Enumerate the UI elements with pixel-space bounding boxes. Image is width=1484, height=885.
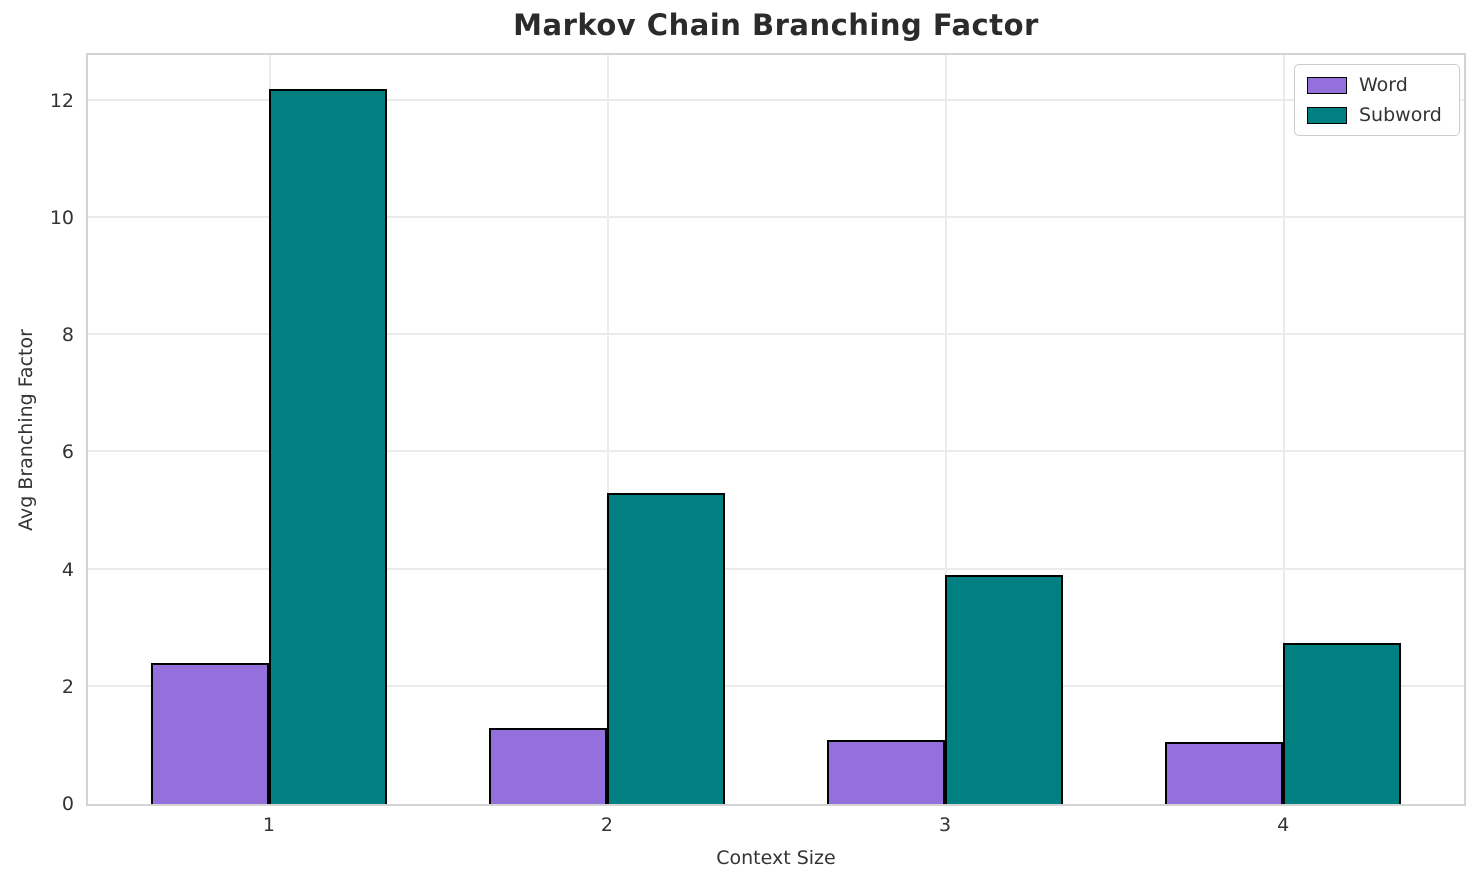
y-tick-label: 0 bbox=[61, 793, 74, 815]
gridline-vertical bbox=[1283, 55, 1286, 804]
bar-subword-3 bbox=[945, 575, 1064, 804]
legend-swatch-word bbox=[1307, 76, 1347, 94]
gridline-vertical bbox=[606, 55, 609, 804]
legend-label: Word bbox=[1359, 74, 1408, 96]
gridline-horizontal bbox=[88, 215, 1464, 218]
legend-item-word: Word bbox=[1307, 74, 1447, 96]
chart-title: Markov Chain Branching Factor bbox=[513, 8, 1039, 42]
gridline-horizontal bbox=[88, 333, 1464, 336]
gridline-vertical bbox=[945, 55, 948, 804]
y-tick-label: 6 bbox=[61, 441, 74, 464]
y-tick-label: 10 bbox=[49, 206, 74, 229]
plot-area bbox=[86, 53, 1466, 806]
legend-item-subword: Subword bbox=[1307, 104, 1447, 126]
legend: Word Subword bbox=[1294, 64, 1460, 136]
gridline-horizontal bbox=[88, 567, 1464, 570]
x-tick-label: 2 bbox=[600, 814, 613, 836]
bar-word-2 bbox=[488, 728, 607, 804]
legend-label: Subword bbox=[1359, 104, 1442, 126]
bar-subword-4 bbox=[1283, 643, 1402, 804]
x-tick-label: 1 bbox=[262, 814, 275, 836]
bar-subword-1 bbox=[268, 89, 387, 804]
bar-subword-2 bbox=[606, 493, 725, 804]
x-tick-label: 4 bbox=[1277, 814, 1290, 836]
bar-word-1 bbox=[150, 663, 269, 804]
bar-word-3 bbox=[827, 740, 946, 804]
x-tick-label: 3 bbox=[938, 814, 952, 836]
legend-swatch-subword bbox=[1307, 106, 1347, 124]
gridline-horizontal bbox=[88, 450, 1464, 453]
gridline-horizontal bbox=[88, 98, 1464, 101]
y-axis-label: Avg Branching Factor bbox=[15, 329, 37, 531]
gridline-horizontal bbox=[88, 684, 1464, 687]
y-tick-label: 4 bbox=[61, 558, 74, 581]
bar-word-4 bbox=[1165, 742, 1284, 804]
y-tick-label: 12 bbox=[49, 89, 74, 112]
y-tick-label: 2 bbox=[61, 675, 74, 698]
x-axis-label: Context Size bbox=[716, 847, 836, 869]
y-tick-label: 8 bbox=[61, 324, 74, 347]
